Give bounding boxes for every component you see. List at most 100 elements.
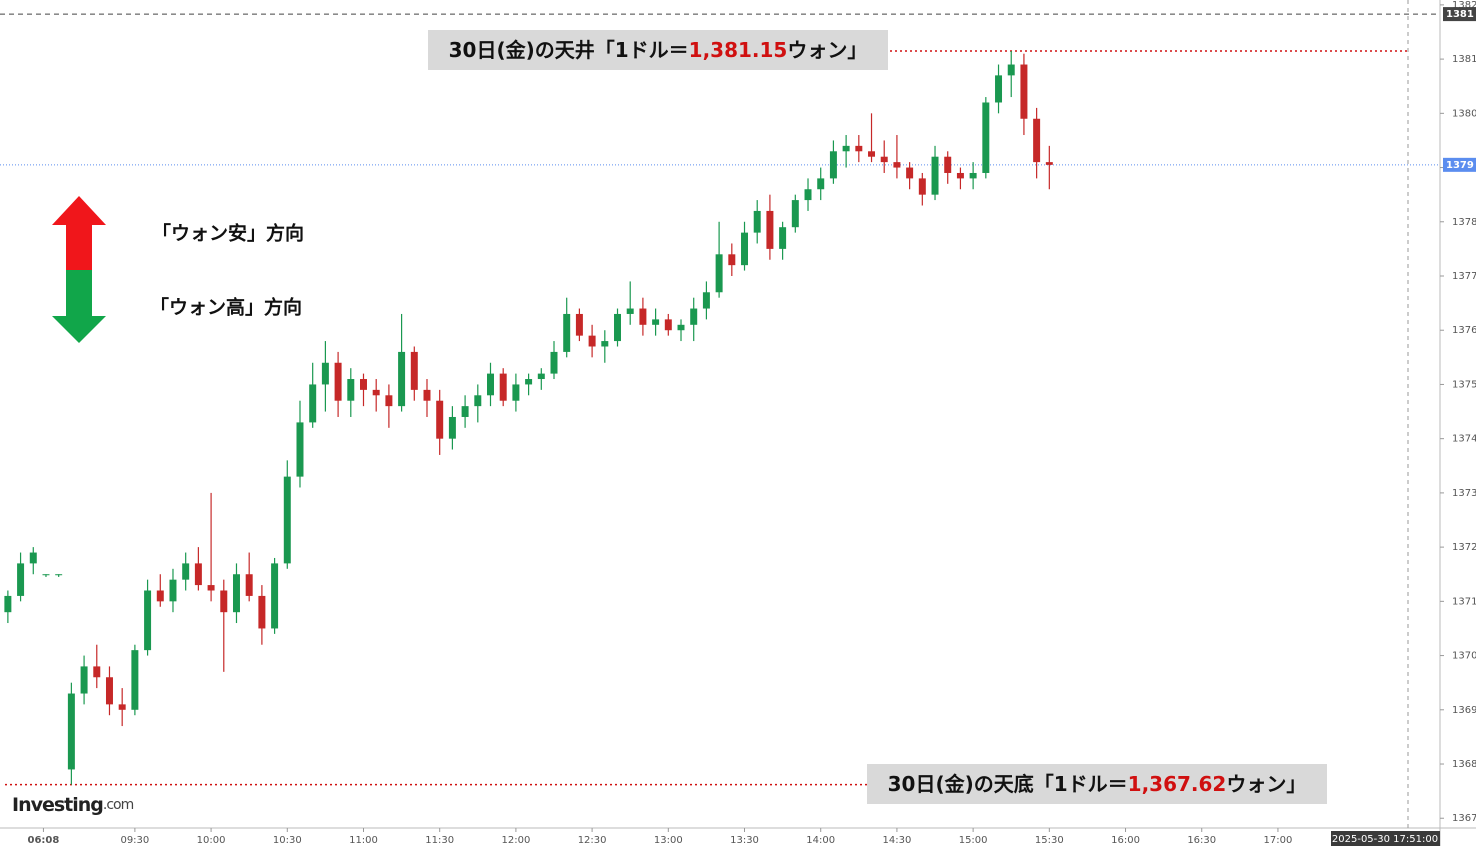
x-tick-label: 15:00 (959, 835, 988, 846)
y-tick-label: 1374. (1452, 434, 1476, 445)
candle-body (855, 145, 863, 152)
x-tick-label: 10:00 (197, 835, 226, 846)
candle-body (232, 574, 240, 613)
y-tick-label: 1377. (1452, 271, 1476, 282)
y-tick-label: 1369. (1452, 705, 1476, 716)
candle-body (1033, 118, 1041, 163)
y-tick-label: 1372. (1452, 542, 1476, 553)
x-tick-label: 14:30 (883, 835, 912, 846)
candle-body (360, 379, 367, 390)
price-label: 1381 (1446, 9, 1474, 20)
y-tick-label: 1381. (1452, 54, 1476, 65)
candle-body (17, 563, 25, 596)
y-tick-label: 1375. (1452, 379, 1476, 390)
candle-body (258, 595, 266, 629)
candle-body (969, 172, 977, 179)
candle-body (194, 563, 202, 586)
y-tick-label: 1367. (1452, 813, 1476, 824)
candle-body (372, 389, 380, 396)
annotation-prefix: 30日(金)の天井「1ドル＝ (449, 38, 689, 62)
logo-suffix: .com (103, 797, 134, 813)
x-tick-label: 15:30 (1035, 835, 1064, 846)
candle-body (575, 313, 583, 336)
y-tick-label: 1376. (1452, 325, 1476, 336)
legend-label: 「ウォン高」方向 (150, 296, 302, 319)
x-tick-label: 09:30 (120, 835, 149, 846)
timestamp-box (1331, 831, 1440, 846)
candle-body (741, 232, 749, 266)
y-tick-label: 1368. (1452, 759, 1476, 770)
x-tick-label: 16:00 (1111, 835, 1140, 846)
candle-body (271, 563, 279, 629)
candle-body (512, 384, 520, 401)
y-tick-label: 1380. (1452, 108, 1476, 119)
candle-body (702, 292, 710, 309)
candle-body (321, 362, 329, 385)
candle-body (1045, 162, 1053, 165)
x-tick-label: 12:30 (578, 835, 607, 846)
candle-body (842, 145, 850, 152)
candle-body (525, 379, 533, 385)
candle-body (487, 373, 494, 396)
x-tick-label: 16:30 (1187, 835, 1216, 846)
annotation-suffix: ウォン」 (787, 38, 867, 62)
candle-body (817, 178, 825, 190)
candle-body (918, 178, 926, 195)
candle-body (1007, 64, 1015, 76)
candle-body (474, 395, 482, 407)
candle-body (601, 341, 609, 347)
candle-body (4, 595, 12, 613)
candle-body (436, 400, 444, 439)
candle-body (868, 151, 876, 157)
candle-body (144, 590, 152, 651)
annotation-value: 1,367.62 (1128, 772, 1227, 796)
candle-body (982, 102, 990, 173)
candle-body (461, 406, 469, 417)
y-tick-label: 1378. (1452, 217, 1476, 228)
candle-body (296, 422, 304, 477)
candle-body (105, 677, 113, 705)
annotation: 30日(金)の天井「1ドル＝1,381.15ウォン」 (449, 38, 868, 62)
candle-body (29, 552, 37, 564)
candle-body (131, 650, 139, 710)
candle-body (995, 75, 1003, 103)
annotation-suffix: ウォン」 (1226, 772, 1306, 796)
candle-body (283, 476, 291, 564)
up-arrow (52, 196, 106, 270)
candle-body (245, 574, 253, 596)
annotation-value: 1,381.15 (689, 38, 788, 62)
candle-body (829, 151, 837, 179)
candle-body (931, 156, 939, 195)
candle-body (715, 254, 723, 293)
candle-body (398, 351, 406, 407)
price-label-box (1443, 7, 1476, 22)
y-tick-label: 1371. (1452, 596, 1476, 607)
candle-body (385, 395, 393, 407)
x-tick-label: 14:00 (806, 835, 835, 846)
candle-body (182, 563, 190, 580)
candle-body (42, 574, 50, 576)
price-label-box (1443, 157, 1476, 172)
candle-body (766, 210, 774, 249)
candle-body (309, 384, 317, 423)
candle-body (664, 319, 672, 331)
candle-body (423, 389, 431, 401)
candle-body (944, 156, 952, 173)
logo: Investing.com (12, 794, 134, 816)
candle-body (906, 167, 914, 179)
x-tick-label: 06:08 (28, 835, 60, 846)
candle-body (626, 308, 634, 314)
candle-body (728, 254, 736, 266)
candle-body (537, 373, 545, 380)
annotation-box (428, 30, 888, 70)
candle-body (614, 313, 621, 342)
x-tick-label: 13:30 (730, 835, 759, 846)
candle-body (1020, 64, 1028, 119)
logo-main: Investing (12, 794, 103, 816)
candle-body (499, 373, 507, 401)
candle-body (956, 172, 964, 179)
candle-body (690, 308, 698, 325)
x-tick-label: 12:00 (501, 835, 530, 846)
